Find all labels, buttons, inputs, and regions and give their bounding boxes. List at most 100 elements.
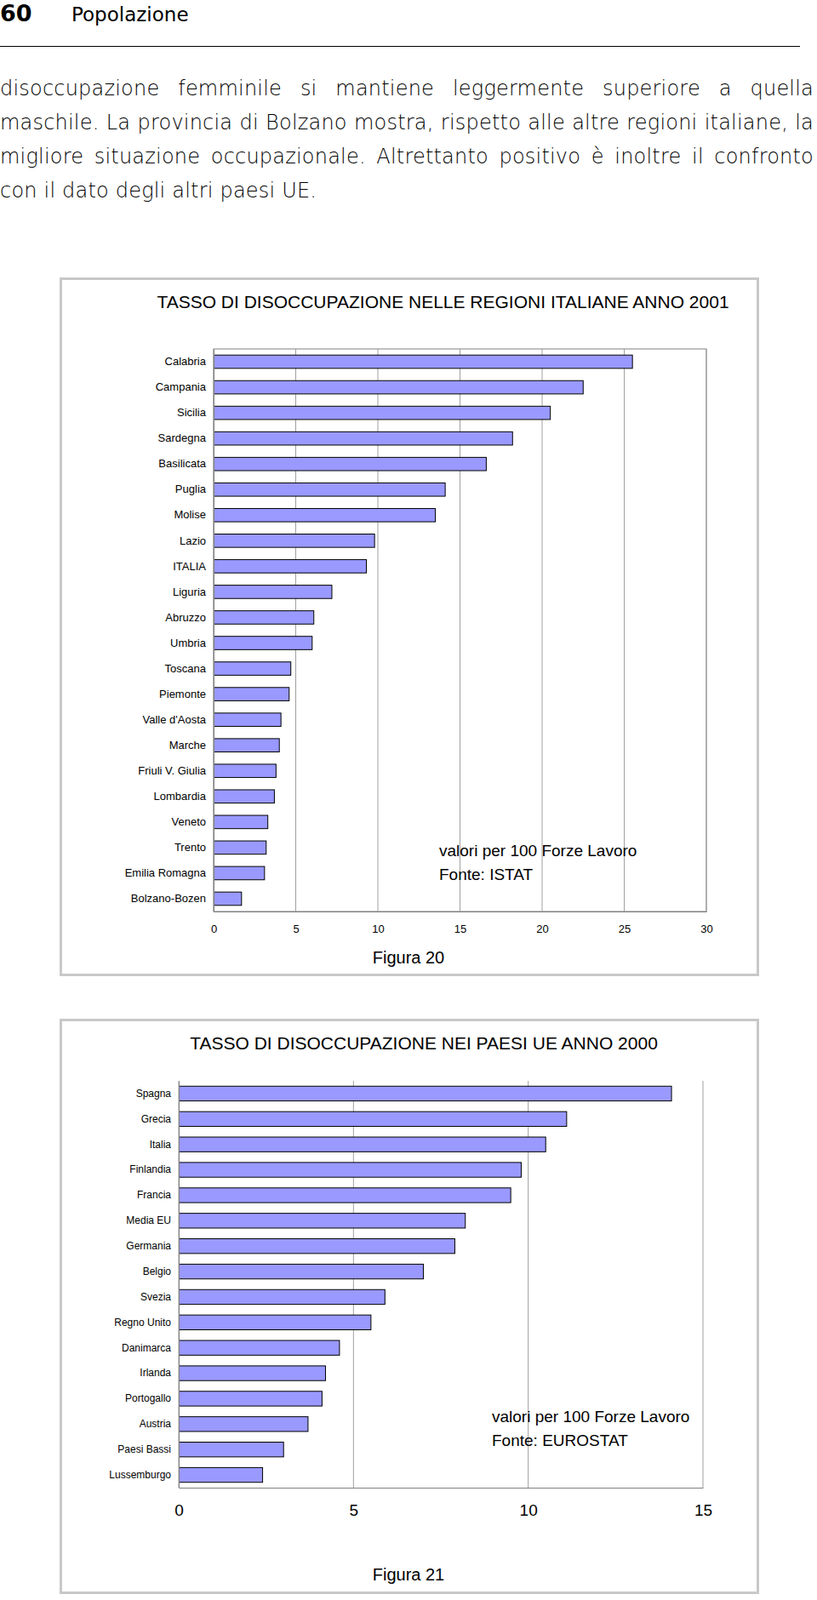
y-tick-label: Valle d'Aosta bbox=[142, 713, 206, 726]
header-rule bbox=[0, 45, 800, 47]
annotation: Fonte: EUROSTAT bbox=[491, 1431, 629, 1450]
y-tick-label: Germania bbox=[125, 1239, 172, 1252]
bar bbox=[213, 866, 265, 880]
bar bbox=[178, 1391, 322, 1406]
bar bbox=[213, 354, 633, 369]
y-tick: Lombardia bbox=[154, 789, 214, 803]
y-tick: Paesi Bassi bbox=[117, 1443, 179, 1456]
bar bbox=[213, 405, 551, 420]
chart: TASSO DI DISOCCUPAZIONE NEI PAESI UE ANN… bbox=[59, 1018, 760, 1595]
page-number: 60 bbox=[0, 0, 33, 27]
plot-frame bbox=[213, 348, 707, 912]
grid-line bbox=[178, 1080, 180, 1488]
y-tick: Danimarca bbox=[121, 1342, 179, 1355]
bar bbox=[213, 585, 332, 600]
y-tick: Belgio bbox=[142, 1265, 179, 1278]
y-tick-label: Abruzzo bbox=[165, 611, 206, 624]
y-tick: Valle d'Aosta bbox=[142, 713, 214, 726]
bar bbox=[213, 508, 436, 522]
y-axis-line bbox=[213, 349, 215, 913]
y-tick-label: Paesi Bassi bbox=[117, 1443, 172, 1456]
bar bbox=[178, 1111, 567, 1126]
bar bbox=[178, 1314, 372, 1330]
chart-box: TASSO DI DISOCCUPAZIONE NELLE REGIONI IT… bbox=[59, 277, 760, 980]
bar bbox=[213, 534, 375, 549]
y-tick-label: Umbria bbox=[170, 636, 207, 650]
bar bbox=[178, 1416, 309, 1432]
y-axis: SpagnaGreciaItaliaFinlandiaFranciaMedia … bbox=[108, 1081, 179, 1489]
y-tick: Toscana bbox=[165, 662, 214, 675]
bar bbox=[213, 662, 292, 676]
annotation: valori per 100 Forze Lavoro bbox=[491, 1407, 690, 1426]
bar bbox=[213, 713, 281, 727]
x-tick: 5 bbox=[292, 911, 299, 936]
bar bbox=[178, 1467, 263, 1482]
annotation: valori per 100 Forze Lavoro bbox=[439, 841, 637, 860]
y-tick: Trento bbox=[174, 840, 214, 854]
x-tick-label: 15 bbox=[694, 1501, 713, 1520]
grid-line bbox=[623, 348, 625, 912]
x-tick: 10 bbox=[519, 1487, 538, 1520]
bar bbox=[213, 380, 583, 395]
y-tick-label: Finlandia bbox=[129, 1163, 172, 1176]
y-tick-label: Trento bbox=[174, 840, 206, 854]
y-tick-label: Irlanda bbox=[139, 1366, 172, 1379]
x-tick: 15 bbox=[694, 1487, 713, 1520]
y-tick: Irlanda bbox=[139, 1366, 179, 1379]
bar bbox=[178, 1136, 546, 1152]
y-tick: Campania bbox=[155, 380, 214, 394]
x-axis-line bbox=[214, 911, 708, 913]
figure-caption: Figura 21 bbox=[372, 1565, 446, 1584]
y-tick-label: Bolzano-Bozen bbox=[131, 891, 206, 905]
bar bbox=[213, 559, 366, 574]
y-tick-label: Svezia bbox=[140, 1291, 172, 1303]
y-tick: Puglia bbox=[175, 482, 214, 496]
x-tick: 20 bbox=[536, 911, 549, 936]
x-tick: 15 bbox=[454, 911, 467, 936]
y-tick-label: Toscana bbox=[165, 662, 207, 675]
y-tick: Portogallo bbox=[125, 1392, 179, 1405]
bar bbox=[213, 431, 513, 446]
bar bbox=[213, 840, 267, 855]
grid bbox=[178, 1080, 703, 1488]
y-tick: Basilicata bbox=[158, 457, 214, 470]
y-tick: Bolzano-Bozen bbox=[131, 891, 214, 905]
bar bbox=[178, 1162, 521, 1177]
y-tick-label: Media EU bbox=[125, 1214, 172, 1227]
x-tick: 25 bbox=[618, 911, 631, 936]
y-tick: Lazio bbox=[179, 534, 214, 548]
x-tick: 5 bbox=[349, 1487, 360, 1520]
y-tick-label: Sardegna bbox=[158, 431, 207, 445]
bar bbox=[178, 1263, 423, 1279]
chart: TASSO DI DISOCCUPAZIONE NELLE REGIONI IT… bbox=[59, 277, 760, 977]
y-tick-label: Basilicata bbox=[158, 457, 206, 470]
y-tick: Molise bbox=[173, 508, 214, 521]
y-tick: Regno Unito bbox=[114, 1316, 179, 1329]
bar bbox=[178, 1442, 284, 1457]
bar bbox=[178, 1365, 326, 1381]
y-axis: CalabriaCampaniaSiciliaSardegnaBasilicat… bbox=[125, 349, 215, 913]
y-tick: Friuli V. Giulia bbox=[137, 764, 214, 778]
x-tick-label: 5 bbox=[292, 922, 299, 936]
chart-box: TASSO DI DISOCCUPAZIONE NEI PAESI UE ANN… bbox=[59, 1018, 760, 1598]
annotation: Fonte: ISTAT bbox=[439, 865, 534, 884]
y-tick-label: Emilia Romagna bbox=[125, 866, 207, 880]
y-tick-label: Grecia bbox=[141, 1113, 172, 1126]
bar bbox=[213, 611, 315, 625]
y-tick: Abruzzo bbox=[165, 611, 214, 624]
y-tick-label: Spagna bbox=[136, 1087, 172, 1100]
section-title: Popolazione bbox=[71, 3, 189, 26]
x-axis-line bbox=[179, 1487, 704, 1489]
y-tick: Emilia Romagna bbox=[125, 866, 214, 880]
y-tick-label: Friuli V. Giulia bbox=[137, 764, 206, 778]
bar bbox=[178, 1289, 385, 1304]
y-tick-label: Lombardia bbox=[154, 789, 207, 803]
chart-border bbox=[61, 279, 759, 976]
y-tick: Francia bbox=[137, 1188, 179, 1201]
y-tick-label: Belgio bbox=[142, 1265, 172, 1278]
y-tick-label: ITALIA bbox=[172, 559, 206, 573]
x-axis: 051015 bbox=[174, 1487, 713, 1520]
paragraph: disoccupazione femminile si mantiene leg… bbox=[0, 71, 814, 208]
chart-title: TASSO DI DISOCCUPAZIONE NELLE REGIONI IT… bbox=[156, 291, 729, 312]
y-tick: Sardegna bbox=[158, 431, 214, 445]
